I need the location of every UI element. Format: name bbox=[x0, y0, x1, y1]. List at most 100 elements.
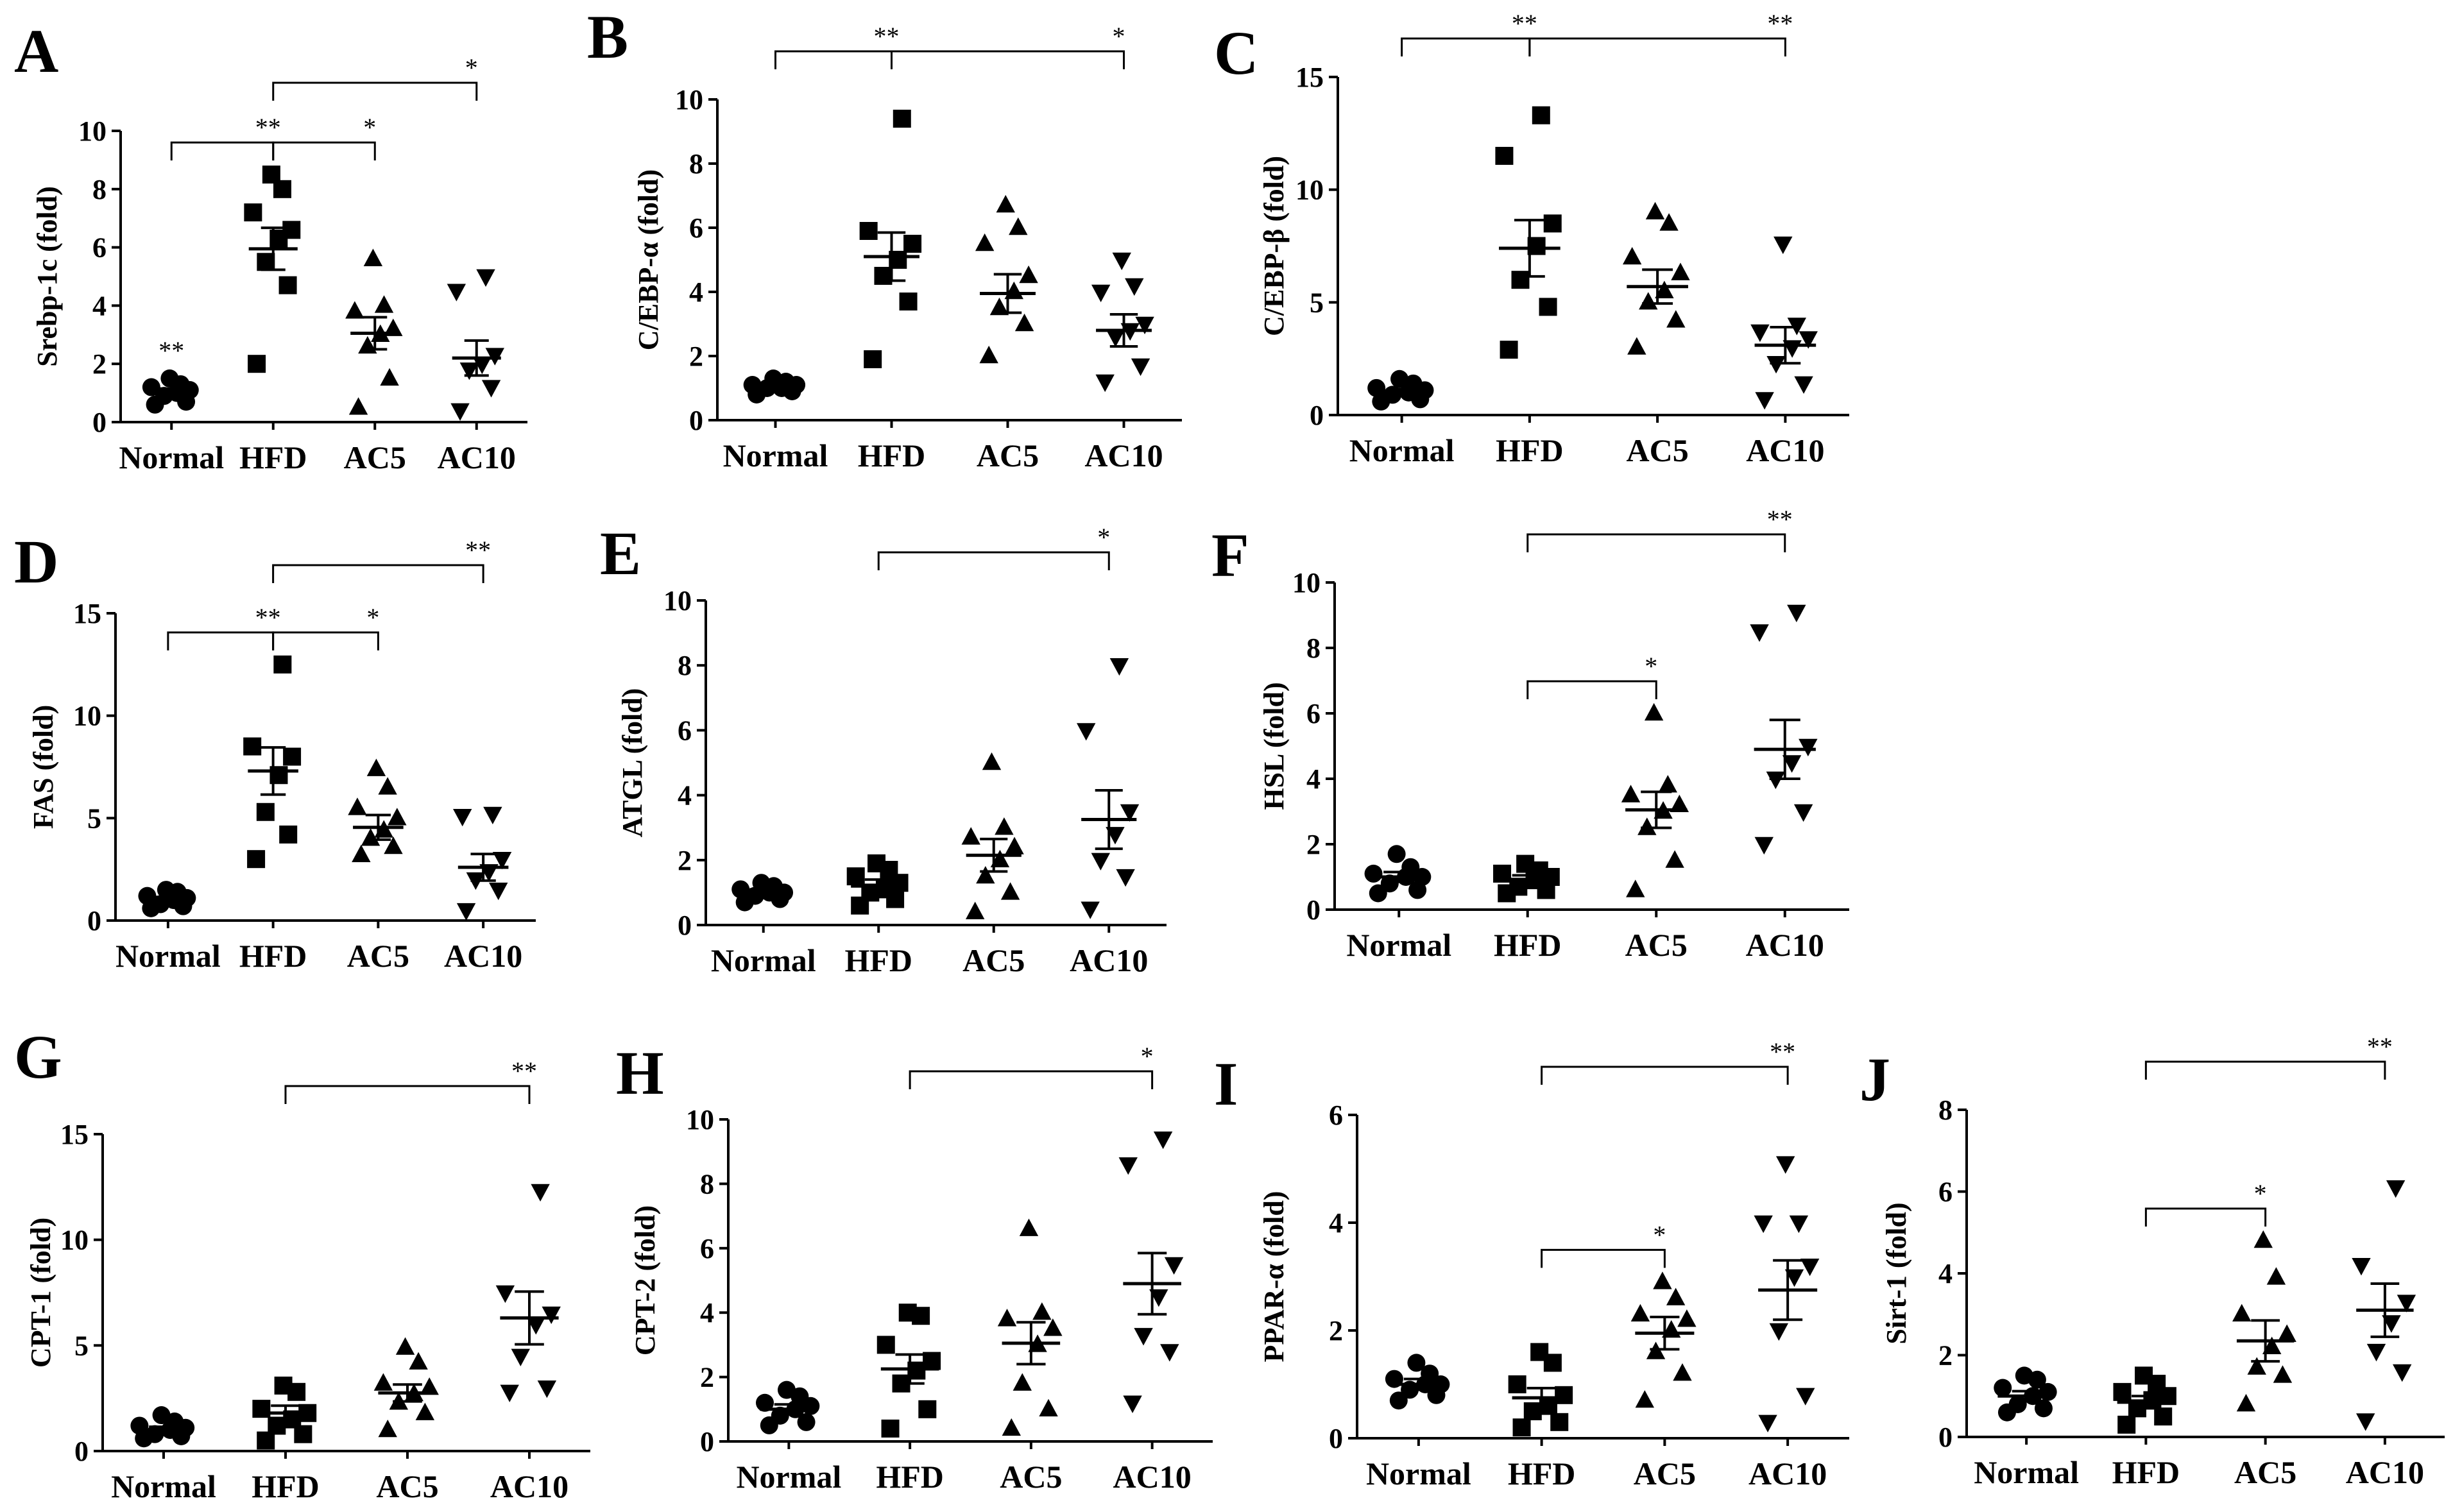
data-point bbox=[1645, 201, 1665, 219]
data-point bbox=[1666, 310, 1686, 328]
data-point bbox=[130, 1416, 149, 1435]
data-point bbox=[1644, 702, 1664, 721]
bracket-line bbox=[170, 141, 275, 161]
data-point bbox=[846, 867, 865, 886]
data-point bbox=[1043, 1318, 1063, 1336]
data-point bbox=[2253, 1230, 2273, 1248]
data-point bbox=[868, 854, 886, 872]
bracket-line bbox=[1528, 37, 1786, 56]
data-point bbox=[1799, 738, 1818, 757]
bracket-line bbox=[1401, 37, 1531, 56]
data-point bbox=[279, 825, 298, 844]
panel-letter: I bbox=[1214, 1049, 1238, 1118]
data-point bbox=[2382, 1315, 2401, 1333]
y-tick-label: 0 bbox=[87, 905, 101, 937]
data-point bbox=[764, 370, 783, 387]
data-point bbox=[1095, 374, 1115, 393]
data-point bbox=[492, 852, 512, 870]
x-tick-label: AC5 bbox=[347, 938, 409, 974]
x-tick-label: Normal bbox=[736, 1459, 841, 1495]
y-tick-label: 0 bbox=[74, 1436, 89, 1467]
x-tick-label: Normal bbox=[115, 938, 221, 974]
data-point bbox=[1639, 292, 1658, 310]
bracket-line bbox=[284, 1085, 531, 1104]
data-point bbox=[1123, 1395, 1142, 1413]
y-tick-label: 4 bbox=[1938, 1258, 1953, 1289]
data-point bbox=[752, 874, 771, 892]
data-point bbox=[1091, 284, 1111, 303]
x-tick-label: AC10 bbox=[1084, 437, 1163, 473]
y-tick-label: 2 bbox=[92, 348, 107, 380]
group-normal bbox=[1385, 1354, 1450, 1410]
group-hfd bbox=[1493, 854, 1560, 903]
data-point bbox=[2015, 1366, 2033, 1385]
x-tick-label: AC5 bbox=[1625, 927, 1688, 963]
data-point bbox=[157, 881, 175, 899]
data-point bbox=[2392, 1364, 2412, 1382]
bracket-line bbox=[1541, 1248, 1666, 1268]
data-point bbox=[1635, 1390, 1655, 1408]
y-tick-label: 6 bbox=[689, 212, 703, 244]
bracket-line bbox=[1526, 680, 1657, 699]
x-tick-label: HFD bbox=[858, 437, 926, 473]
data-point bbox=[1014, 313, 1034, 332]
group-ac10 bbox=[1077, 658, 1140, 919]
data-point bbox=[2397, 1295, 2416, 1312]
x-tick-label: Normal bbox=[1349, 432, 1455, 468]
y-tick-label: 10 bbox=[1292, 567, 1321, 599]
data-point bbox=[1164, 1257, 1184, 1275]
group-normal bbox=[130, 1406, 195, 1448]
data-point bbox=[2247, 1357, 2266, 1375]
y-tick-label: 0 bbox=[1306, 894, 1321, 926]
y-tick-label: 0 bbox=[92, 407, 107, 438]
data-point bbox=[995, 817, 1014, 835]
significance-bracket: ** bbox=[167, 603, 281, 650]
bracket-line bbox=[2144, 1207, 2267, 1227]
panel-letter: H bbox=[616, 1039, 664, 1107]
panel-c: C 0 5 10 15 Normal HFD AC5 AC10 C/EBP-β (fold) ** *… bbox=[1214, 9, 1849, 468]
x-tick-label: HFD bbox=[1494, 927, 1562, 963]
data-point bbox=[2386, 1180, 2406, 1198]
data-point bbox=[1766, 355, 1786, 374]
data-point bbox=[1626, 879, 1645, 897]
data-point bbox=[1532, 106, 1550, 124]
bracket-line bbox=[774, 50, 893, 69]
data-point bbox=[777, 1380, 796, 1399]
group-normal bbox=[138, 881, 196, 917]
y-tick-label: 10 bbox=[73, 701, 101, 732]
data-point bbox=[1539, 298, 1557, 316]
y-axis-label: HSL (fold) bbox=[1258, 682, 1290, 810]
data-point bbox=[1754, 837, 1774, 855]
data-point bbox=[352, 844, 371, 863]
data-point bbox=[797, 1413, 816, 1431]
data-point bbox=[1516, 854, 1535, 873]
group-ac5 bbox=[348, 758, 407, 863]
data-point bbox=[447, 284, 466, 302]
significance-label: * bbox=[1113, 22, 1125, 51]
data-point bbox=[1118, 1157, 1138, 1175]
y-tick-label: 2 bbox=[1938, 1340, 1953, 1372]
y-tick-label: 15 bbox=[1295, 62, 1324, 93]
data-point bbox=[979, 345, 998, 364]
significance-bracket: ** bbox=[170, 113, 281, 161]
group-hfd bbox=[859, 110, 922, 368]
data-point bbox=[476, 269, 495, 287]
group-normal bbox=[1367, 370, 1434, 411]
y-tick-label: 4 bbox=[678, 780, 692, 811]
group-normal bbox=[1994, 1366, 2057, 1422]
panel-letter: J bbox=[1859, 1045, 1890, 1114]
data-point bbox=[348, 797, 367, 815]
y-tick-label: 6 bbox=[92, 232, 107, 264]
significance-label: * bbox=[1141, 1042, 1154, 1071]
significance-bracket: * bbox=[1541, 1220, 1666, 1268]
data-point bbox=[2154, 1407, 2173, 1426]
bracket-line bbox=[272, 631, 379, 650]
data-point bbox=[1782, 755, 1802, 773]
data-point bbox=[1120, 804, 1140, 822]
y-tick-label: 6 bbox=[1329, 1100, 1343, 1131]
data-point bbox=[361, 828, 380, 846]
data-point bbox=[2113, 1382, 2132, 1401]
